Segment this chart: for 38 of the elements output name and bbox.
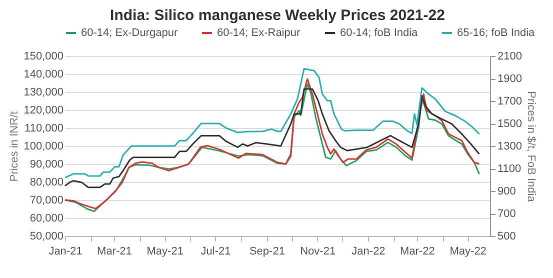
y2-axis-title: Prices in $/t, FoB India — [524, 91, 537, 203]
x-tick-label: Jul-21 — [200, 246, 231, 258]
y2-tick-label: 1300 — [498, 140, 522, 152]
y-tick-label: 60,000 — [30, 212, 64, 224]
x-tick-label: Sep-21 — [249, 246, 285, 258]
x-tick-label: Jan-21 — [48, 246, 82, 258]
y2-tick-label: 700 — [498, 208, 516, 220]
x-tick-label: May-22 — [450, 246, 486, 258]
x-tick-label: May-21 — [146, 246, 184, 258]
x-tick-label: Jan-22 — [352, 246, 386, 258]
y-tick-label: 90,000 — [30, 158, 64, 170]
line-series — [64, 88, 480, 188]
y-tick-label: 140,000 — [24, 68, 64, 80]
legend-label: 60-14; Ex-Durgapur — [81, 27, 178, 39]
legend-label: 65-16; foB India — [457, 27, 536, 39]
chart-title: India: Silico manganese Weekly Prices 2021-22 — [110, 7, 445, 24]
y2-tick-label: 1100 — [498, 163, 522, 175]
y-tick-label: 80,000 — [30, 176, 64, 188]
y-tick-label: 120,000 — [24, 104, 64, 116]
y2-tick-label: 1900 — [498, 73, 522, 85]
y2-tick-label: 1700 — [498, 96, 522, 108]
y2-tick-label: 2100 — [498, 50, 522, 62]
y-axis-title: Prices in INR/t — [8, 111, 21, 182]
y-tick-label: 70,000 — [30, 194, 64, 206]
y-tick-label: 50,000 — [30, 230, 64, 242]
line-series — [64, 68, 480, 178]
y-tick-label: 150,000 — [24, 50, 64, 62]
y2-tick-label: 900 — [498, 186, 516, 198]
y2-tick-label: 1500 — [498, 118, 522, 130]
x-tick-label: Mar-22 — [400, 246, 435, 258]
y2-tick-label: 500 — [498, 230, 516, 242]
x-tick-label: Nov-21 — [300, 246, 336, 258]
legend-label: 60-14; Ex-Raipur — [217, 27, 300, 39]
x-tick-label: Mar-21 — [97, 246, 132, 258]
y-tick-label: 110,000 — [24, 122, 64, 134]
y-tick-label: 130,000 — [24, 86, 64, 98]
y-tick-label: 100,000 — [24, 140, 64, 152]
legend-label: 60-14; foB India — [340, 27, 419, 39]
